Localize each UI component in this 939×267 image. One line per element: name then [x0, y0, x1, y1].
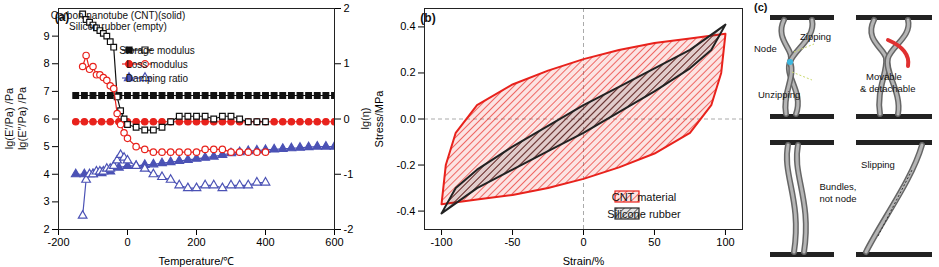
svg-text:not node: not node	[820, 193, 857, 204]
svg-text:200: 200	[187, 236, 205, 248]
svg-text:CNT material: CNT material	[612, 191, 677, 203]
svg-text:0: 0	[124, 236, 130, 248]
svg-text:(b): (b)	[420, 11, 435, 25]
svg-text:4: 4	[43, 168, 49, 180]
svg-text:0: 0	[580, 236, 586, 248]
svg-text:Storage modulus: Storage modulus	[119, 45, 195, 56]
svg-text:Movable: Movable	[866, 71, 902, 82]
svg-text:50: 50	[648, 236, 660, 248]
svg-text:600: 600	[325, 236, 343, 248]
svg-text:0.2: 0.2	[400, 66, 415, 78]
svg-text:6: 6	[43, 113, 49, 125]
svg-text:Silicon rubber (empty): Silicon rubber (empty)	[69, 21, 167, 32]
svg-text:(c): (c)	[754, 1, 768, 13]
svg-text:lg(η): lg(η)	[359, 107, 371, 129]
svg-text:0.0: 0.0	[400, 113, 415, 125]
svg-text:Zipping: Zipping	[800, 31, 831, 42]
svg-text:-200: -200	[47, 236, 69, 248]
svg-text:-100: -100	[431, 236, 453, 248]
svg-text:lg(E′/Pa) /Pa: lg(E′/Pa) /Pa	[3, 87, 15, 149]
svg-text:8: 8	[43, 57, 49, 69]
svg-text:2: 2	[344, 2, 350, 14]
svg-text:Slipping: Slipping	[861, 159, 895, 170]
svg-text:Strain/%: Strain/%	[563, 255, 605, 267]
svg-text:5: 5	[43, 140, 49, 152]
svg-text:-50: -50	[505, 236, 521, 248]
svg-text:7: 7	[43, 85, 49, 97]
svg-text:-0.2: -0.2	[397, 159, 416, 171]
svg-text:0: 0	[344, 113, 350, 125]
svg-text:Node: Node	[754, 43, 777, 54]
svg-text:100: 100	[716, 236, 734, 248]
svg-text:9: 9	[43, 30, 49, 42]
svg-text:Damping ratio: Damping ratio	[126, 73, 189, 84]
svg-text:Loss modulus: Loss modulus	[126, 59, 188, 70]
svg-text:-2: -2	[344, 223, 354, 235]
svg-text:-0.4: -0.4	[397, 205, 416, 217]
svg-text:Stress/MPa: Stress/MPa	[373, 90, 385, 148]
svg-text:lg(E″/Pa) /Pa: lg(E″/Pa) /Pa	[16, 86, 28, 150]
svg-text:Temperature/℃: Temperature/℃	[159, 255, 235, 267]
svg-text:1: 1	[344, 57, 350, 69]
svg-text:& detachable: & detachable	[860, 83, 915, 94]
svg-text:Carbon nanotube (CNT)(solid): Carbon nanotube (CNT)(solid)	[51, 10, 186, 21]
svg-text:Unzipping: Unzipping	[758, 89, 800, 100]
svg-text:3: 3	[43, 195, 49, 207]
svg-text:Bundles,: Bundles,	[820, 181, 857, 192]
svg-text:0.4: 0.4	[400, 20, 415, 32]
svg-text:-1: -1	[344, 168, 354, 180]
svg-text:400: 400	[256, 236, 274, 248]
svg-text:Silicone rubber: Silicone rubber	[607, 208, 681, 220]
svg-text:2: 2	[43, 223, 49, 235]
